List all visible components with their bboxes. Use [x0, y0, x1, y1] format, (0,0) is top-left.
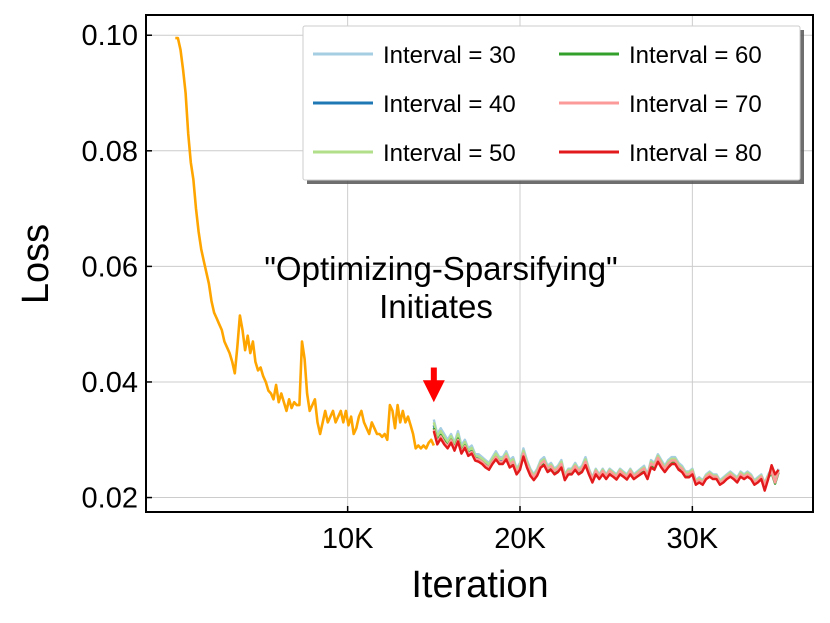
- legend-label: Interval = 30: [383, 42, 516, 69]
- x-tick-label: 20K: [494, 523, 546, 555]
- legend: Interval = 30 Interval = 40 Interval = 50 I…: [302, 25, 804, 184]
- x-axis-label: Iteration: [411, 564, 548, 606]
- y-axis-label: Loss: [15, 224, 57, 304]
- legend-label: Interval = 60: [629, 42, 762, 69]
- annotation-line-2: Initiates: [379, 288, 493, 325]
- legend-label: Interval = 70: [629, 91, 762, 118]
- axis-ticks: 10K 20K 30K 0.02 0.04 0.06 0.08 0.10: [82, 20, 719, 555]
- annotation-arrow-head: [422, 380, 445, 403]
- legend-label: Interval = 50: [383, 140, 516, 167]
- y-tick-label: 0.04: [82, 367, 138, 399]
- series-layer: [432, 419, 780, 492]
- legend-box: [302, 25, 801, 181]
- y-tick-label: 0.08: [82, 136, 138, 168]
- annotation: "Optimizing-Sparsifying" Initiates: [264, 250, 618, 403]
- x-tick-label: 10K: [322, 523, 374, 555]
- legend-label: Interval = 40: [383, 91, 516, 118]
- base-series-line: [175, 36, 435, 450]
- x-tick-label: 30K: [667, 523, 719, 555]
- y-tick-label: 0.06: [82, 251, 138, 283]
- y-tick-label: 0.02: [82, 483, 138, 515]
- plot-frame: [145, 14, 814, 513]
- annotation-line-1: "Optimizing-Sparsifying": [264, 250, 618, 287]
- y-tick-label: 0.10: [82, 20, 138, 52]
- series-line-interval-6: [432, 430, 780, 492]
- base-series-layer: [175, 36, 435, 450]
- legend-label: Interval = 80: [629, 140, 762, 167]
